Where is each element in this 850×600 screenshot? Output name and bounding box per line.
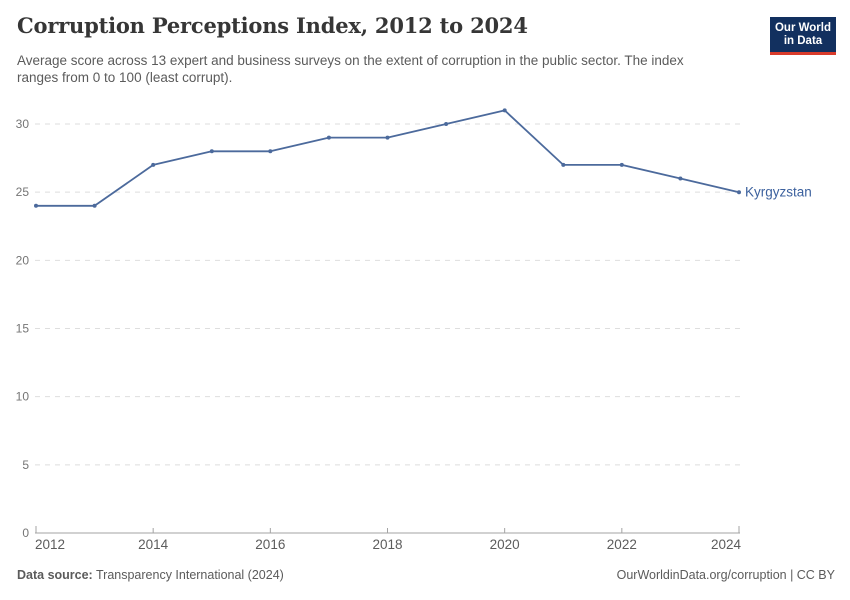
data-point-2024[interactable] (737, 190, 741, 195)
y-axis-label-30: 30 (16, 117, 30, 131)
y-axis-label-25: 25 (16, 185, 30, 199)
data-point-2019[interactable] (444, 122, 449, 126)
owid-logo[interactable]: Our World in Data (770, 17, 836, 55)
data-source-value: Transparency International (2024) (95, 568, 284, 582)
data-point-2012[interactable] (34, 203, 38, 208)
x-axis-label-2018: 2018 (372, 537, 402, 552)
chart-footer: Data source: Transparency International … (17, 568, 835, 582)
data-source: Data source: Transparency International … (17, 568, 284, 582)
x-axis-label-2020: 2020 (490, 537, 520, 552)
y-axis-label-10: 10 (16, 390, 30, 404)
data-point-2015[interactable] (209, 149, 214, 154)
x-axis-label-2016: 2016 (255, 537, 285, 552)
data-point-2020[interactable] (502, 108, 507, 113)
data-point-2022[interactable] (619, 162, 624, 167)
owid-logo-text-line2: in Data (783, 35, 823, 47)
y-axis-label-5: 5 (22, 458, 29, 472)
chart-subtitle: Average score across 13 expert and busin… (17, 53, 684, 85)
data-point-2014[interactable] (151, 162, 156, 167)
x-axis-label-2012: 2012 (35, 537, 65, 552)
y-axis-label-0: 0 (22, 526, 29, 540)
data-point-2023[interactable] (678, 176, 683, 181)
owid-logo-text-line1: Our World (774, 22, 831, 34)
series-label-kyrgyzstan[interactable]: Kyrgyzstan (745, 185, 812, 200)
x-axis-label-2024: 2024 (711, 537, 742, 552)
x-axis-label-2022: 2022 (607, 537, 637, 552)
data-source-label: Data source: (17, 568, 93, 582)
data-point-2018[interactable] (385, 135, 390, 140)
data-point-2021[interactable] (561, 162, 566, 167)
y-axis-label-20: 20 (16, 253, 30, 267)
data-point-2017[interactable] (326, 135, 331, 140)
page-title: Corruption Perceptions Index, 2012 to 20… (17, 13, 528, 38)
series-line-kyrgyzstan[interactable] (36, 109, 740, 207)
line-chart[interactable]: 0 5 10 15 20 25 30 2012 2014 2016 2018 2020 2022 2024… (0, 100, 850, 560)
data-point-2016[interactable] (268, 149, 273, 154)
y-axis-label-15: 15 (16, 322, 30, 336)
x-axis-label-2014: 2014 (138, 537, 169, 552)
footer-link[interactable]: OurWorldinData.org/corruption | CC BY (616, 568, 835, 582)
data-point-2013[interactable] (92, 203, 97, 208)
